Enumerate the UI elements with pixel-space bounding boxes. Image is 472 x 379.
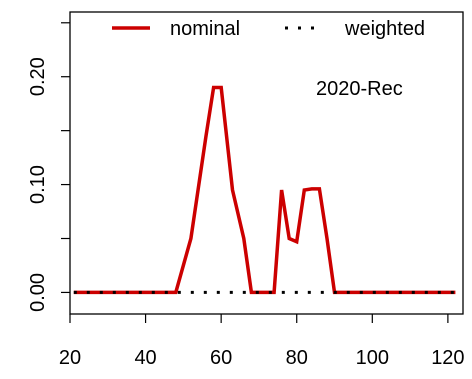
y-tick-label: 0.20: [27, 57, 49, 96]
x-tick-label: 40: [134, 347, 156, 369]
series-nominal-line: [73, 85, 456, 295]
annotation-label: 2020-Rec: [316, 78, 403, 100]
x-tick-label: 80: [286, 347, 308, 369]
x-tick-label: 120: [431, 347, 464, 369]
x-tick-label: 100: [356, 347, 389, 369]
plot-frame: [69, 11, 464, 315]
x-tick-label: 20: [59, 347, 81, 369]
series-lines: [73, 85, 456, 295]
axes: 20 40 60 80 100 120 0.00 0.10 0.20: [27, 22, 465, 369]
legend-weighted-label: weighted: [344, 18, 425, 40]
legend: nominal weighted: [112, 18, 425, 40]
y-tick-label: 0.10: [27, 165, 49, 204]
x-tick-label: 60: [210, 347, 232, 369]
y-tick-label: 0.00: [27, 273, 49, 312]
legend-nominal-label: nominal: [170, 18, 240, 40]
